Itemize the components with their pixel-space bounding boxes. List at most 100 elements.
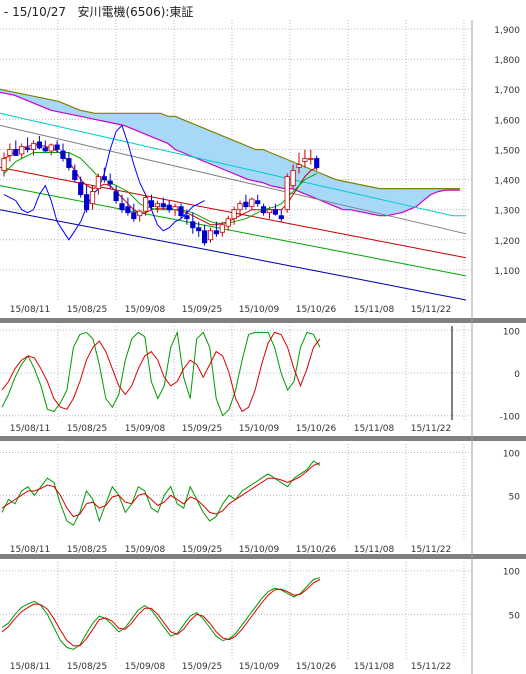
candle-body: [219, 224, 225, 233]
x-tick-label: 15/11/08: [354, 424, 395, 434]
candle-body: [266, 209, 273, 214]
x-tick-label: 15/10/26: [296, 424, 337, 434]
panel-2: 100 0 -100 15/08/11 15/08/25 15/09/08 15/09/25…: [0, 326, 520, 434]
y-tick-label: 1,700: [494, 86, 520, 96]
candle-body: [249, 198, 255, 208]
x-tick-label: 15/10/09: [239, 305, 280, 315]
x-tick-label: 15/10/09: [239, 545, 280, 555]
candle-body: [13, 149, 19, 156]
band-upper2: [0, 124, 467, 235]
y-tick-label: 100: [503, 450, 520, 460]
candle-body: [172, 206, 178, 211]
panel-3: 100 50 15/08/11 15/08/25 15/09/08 15/09/25 15/…: [0, 444, 520, 555]
x-tick-label: 15/10/09: [239, 662, 280, 672]
x-tick-label: 15/10/26: [296, 662, 337, 672]
y-tick-label: 1,500: [494, 146, 520, 156]
y-tick-label: 50: [509, 492, 521, 502]
y-tick-label: 1,400: [494, 177, 520, 187]
candle-body: [42, 147, 48, 152]
y-tick-label: 1,300: [494, 207, 520, 217]
candle-body: [225, 218, 231, 227]
candle-body: [284, 176, 290, 211]
candle-body: [190, 221, 196, 229]
y-tick-label: 100: [503, 568, 520, 578]
x-tick-label: 15/10/26: [296, 545, 337, 555]
band-lower2: [0, 209, 467, 301]
candle-body: [278, 215, 284, 220]
x-tick-label: 15/09/25: [182, 545, 222, 555]
candle-body: [30, 143, 37, 150]
candle-body: [260, 206, 267, 214]
panel-1: 1,100 1,200 1,300 1,400 1,500 1,600 1,700 1,800…: [0, 20, 520, 315]
candle-body: [207, 230, 214, 241]
candle-body: [178, 206, 184, 217]
candle-body: [89, 191, 96, 205]
x-tick-label: 15/08/25: [67, 662, 107, 672]
x-tick-label: 15/11/22: [411, 545, 451, 555]
candle-body: [7, 149, 13, 156]
candle-body: [243, 201, 249, 208]
candle-body: [184, 215, 190, 220]
y-tick-label: 0: [514, 370, 520, 380]
x-tick-label: 15/09/08: [125, 662, 166, 672]
y-tick-label: -100: [500, 413, 521, 423]
candle-body: [160, 203, 166, 208]
band-lower1: [0, 185, 467, 277]
x-tick-label: 15/11/22: [411, 305, 451, 315]
x-tick-label: 15/10/09: [239, 424, 280, 434]
candle-body: [84, 194, 90, 211]
series-green: [1, 330, 321, 417]
candle-body: [48, 144, 54, 152]
candle-body: [78, 182, 84, 196]
candle-body: [36, 141, 43, 149]
candle-body: [107, 180, 113, 185]
candle-body: [302, 158, 308, 162]
x-tick-label: 15/09/25: [182, 305, 222, 315]
panel-4: 100 50 15/08/11 15/08/25 15/09/08 15/09/25 15/…: [0, 562, 520, 672]
panel-separator: [0, 436, 526, 441]
senkou-span-b: [0, 88, 460, 190]
candle-body: [296, 164, 302, 168]
y-tick-label: 1,900: [494, 26, 520, 36]
title-bar: - 15/10/27 安川電機(6506):東証: [0, 0, 526, 20]
x-tick-label: 15/09/08: [125, 305, 166, 315]
x-tick-label: 15/08/11: [10, 545, 50, 555]
candle-body: [148, 200, 155, 208]
candle-body: [213, 230, 219, 235]
x-tick-label: 15/09/08: [125, 424, 166, 434]
series-red: [1, 579, 321, 647]
y-tick-label: 100: [503, 327, 520, 337]
x-tick-label: 15/08/11: [10, 305, 50, 315]
candle-body: [119, 203, 125, 211]
panel-separator: [0, 554, 526, 559]
y-tick-label: 1,100: [494, 267, 520, 277]
candle-body: [24, 147, 31, 150]
x-tick-label: 15/10/26: [296, 305, 337, 315]
candle-body: [72, 170, 78, 180]
candle-body: [166, 204, 172, 211]
candle-body: [308, 158, 314, 160]
candle-body: [1, 158, 7, 171]
x-tick-label: 15/08/25: [67, 305, 107, 315]
candle-body: [113, 191, 119, 202]
series-red: [1, 462, 321, 518]
candle-body: [125, 206, 131, 214]
y-tick-label: 1,200: [494, 237, 520, 247]
series-red: [1, 331, 321, 413]
y-tick-label: 50: [509, 611, 521, 621]
x-tick-label: 15/11/08: [354, 662, 395, 672]
x-tick-label: 15/09/08: [125, 545, 166, 555]
x-tick-label: 15/11/22: [411, 662, 451, 672]
candle-body: [290, 170, 296, 186]
panel-separator: [0, 318, 526, 323]
y-tick-label: 1,800: [494, 56, 520, 66]
x-tick-label: 15/09/25: [182, 424, 222, 434]
candle-body: [196, 227, 202, 232]
candle-body: [101, 176, 107, 180]
x-tick-label: 15/11/08: [354, 545, 395, 555]
ichimoku-cloud: [0, 89, 460, 216]
x-tick-label: 15/09/25: [182, 662, 222, 672]
candle-body: [60, 150, 66, 159]
